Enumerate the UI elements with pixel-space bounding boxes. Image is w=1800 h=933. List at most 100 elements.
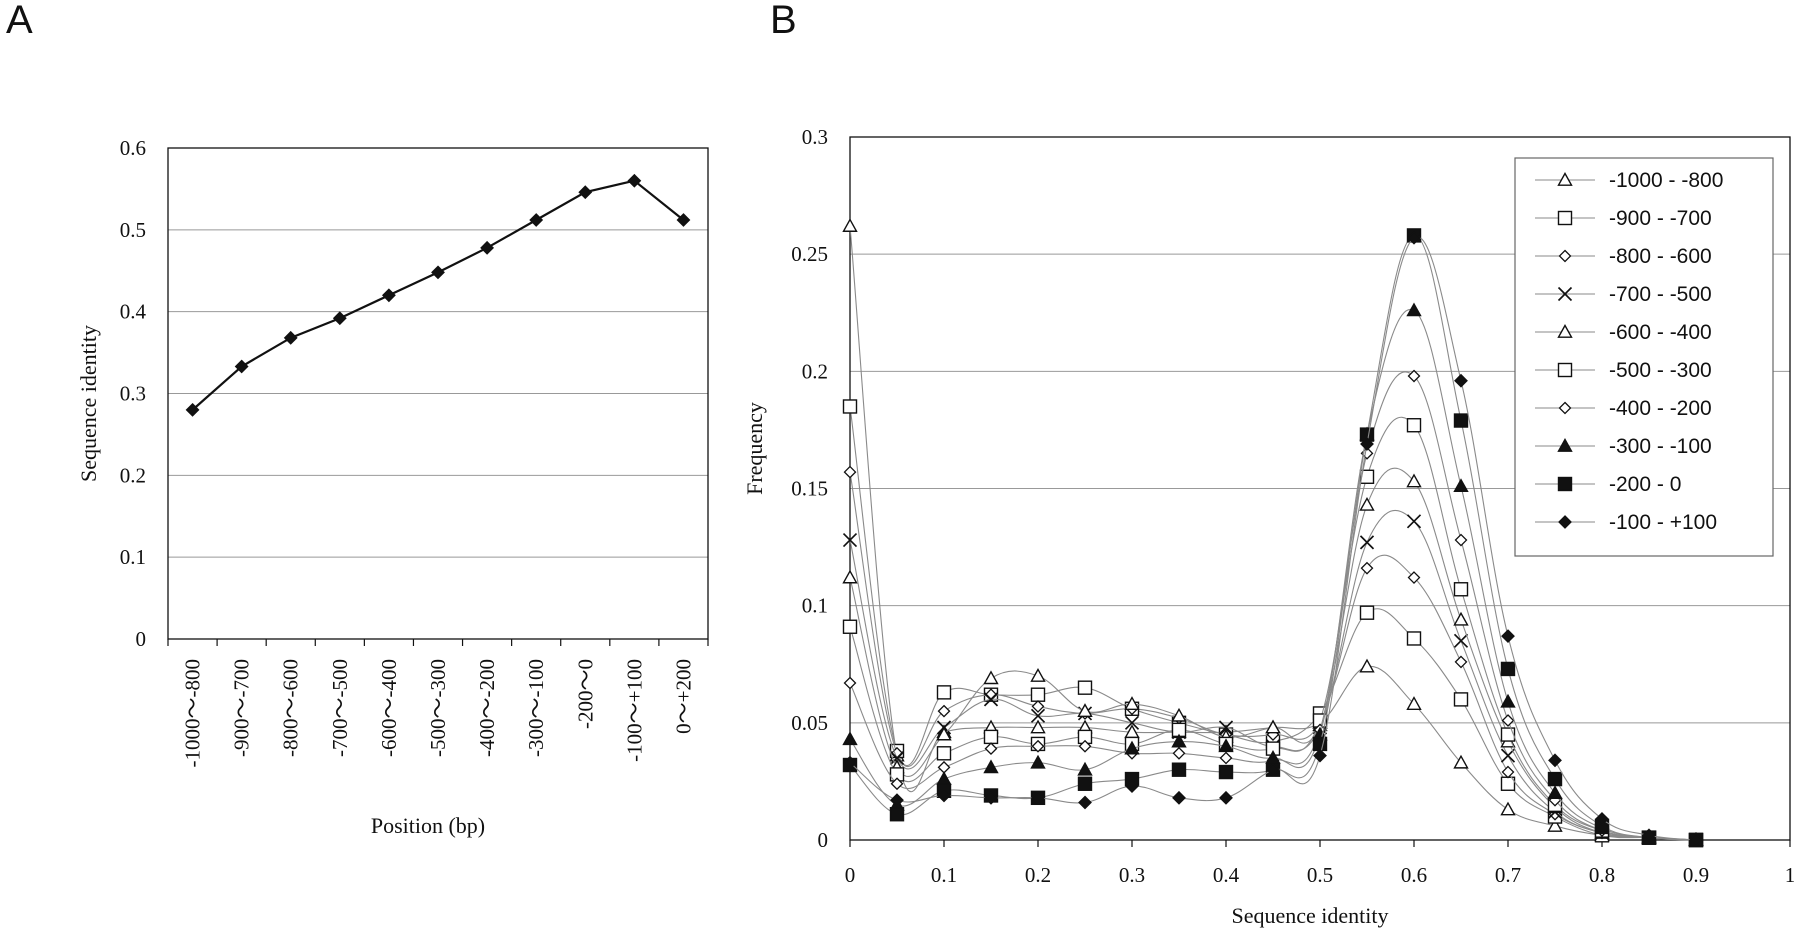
legend-marker	[1557, 286, 1573, 302]
y-tick-label: 0.2	[802, 359, 828, 383]
data-point	[332, 311, 347, 326]
data-point	[1454, 655, 1468, 669]
x-tick-label: -300～-100	[524, 659, 548, 757]
data-point	[843, 755, 857, 770]
data-point	[983, 692, 999, 707]
data-point	[1124, 715, 1140, 730]
data-point	[1359, 535, 1375, 550]
legend-label: -400 - -200	[1609, 397, 1712, 420]
data-point	[937, 788, 951, 803]
data-point	[1407, 230, 1421, 245]
panel-a-letter: A	[6, 0, 33, 42]
data-point	[1407, 571, 1421, 584]
data-point	[185, 402, 200, 417]
data-point	[1500, 693, 1516, 708]
data-point	[842, 569, 858, 584]
series-line	[849, 308, 1697, 841]
data-point	[1077, 776, 1093, 791]
series-line	[849, 234, 1697, 841]
data-point	[1031, 790, 1045, 805]
data-point	[1406, 302, 1422, 317]
data-point	[1407, 369, 1421, 383]
data-point	[1548, 753, 1562, 768]
x-tick-label: -100～+100	[622, 659, 646, 762]
legend-marker	[1558, 515, 1572, 529]
y-tick-label: 0.05	[791, 711, 828, 735]
data-point	[1406, 473, 1422, 488]
data-point	[937, 704, 951, 718]
data-point	[1359, 658, 1375, 673]
data-point	[676, 213, 691, 227]
data-point	[890, 777, 904, 791]
data-point	[1077, 703, 1093, 718]
legend-marker	[1558, 401, 1572, 415]
y-tick-label: 0.1	[120, 545, 146, 569]
legend-marker	[1557, 476, 1573, 492]
x-tick-label: -700～-500	[328, 659, 352, 757]
data-point	[1501, 714, 1515, 727]
data-point	[1453, 611, 1469, 626]
data-point	[890, 793, 904, 808]
data-point	[1453, 582, 1469, 597]
data-point	[984, 790, 998, 805]
data-point	[1406, 631, 1422, 646]
data-point	[1501, 629, 1515, 644]
x-tick-label: 0	[845, 863, 856, 887]
data-point	[1360, 561, 1374, 575]
legend-label: -600 - -400	[1609, 321, 1712, 344]
data-point	[843, 676, 857, 690]
data-point	[1501, 765, 1515, 779]
data-point	[1171, 733, 1187, 748]
data-point	[1642, 828, 1656, 843]
data-point	[1454, 533, 1468, 547]
data-point	[936, 746, 952, 761]
x-tick-label: -400～-200	[475, 659, 499, 757]
data-point	[1359, 496, 1375, 511]
data-point	[936, 726, 952, 741]
legend-label: -800 - -600	[1609, 245, 1712, 268]
data-point	[889, 807, 905, 822]
x-tick-label: 0～+200	[671, 659, 695, 734]
x-axis-title: Position (bp)	[371, 813, 485, 838]
data-point	[1453, 478, 1469, 493]
data-point	[234, 359, 249, 374]
legend-label: -700 - -500	[1609, 283, 1712, 306]
legend-label: -500 - -300	[1609, 359, 1712, 382]
x-tick-label: -900～-700	[230, 659, 254, 757]
legend-label: -200 - 0	[1609, 473, 1681, 496]
series-line	[849, 406, 1697, 841]
x-tick-label: 0.7	[1495, 863, 1521, 887]
data-point	[381, 288, 396, 303]
data-point	[1125, 779, 1139, 794]
panel-b-letter: B	[770, 0, 797, 42]
data-point	[842, 532, 858, 548]
data-point	[1265, 719, 1281, 734]
x-tick-label: 0.6	[1401, 863, 1427, 887]
data-point	[283, 330, 298, 345]
data-point	[1030, 708, 1046, 723]
x-tick-label: 0.9	[1683, 863, 1709, 887]
data-point	[842, 218, 858, 232]
data-point	[1077, 761, 1093, 776]
data-point	[480, 240, 495, 255]
legend-marker	[1558, 249, 1572, 263]
legend-marker	[1557, 324, 1573, 338]
data-point	[1453, 754, 1469, 769]
x-tick-label: -200～0	[573, 659, 597, 729]
data-point	[1030, 754, 1046, 769]
x-tick-label: 0.8	[1589, 863, 1615, 887]
data-point	[1171, 762, 1187, 777]
x-tick-label: -500～-300	[426, 659, 450, 757]
data-point	[1313, 748, 1327, 763]
data-point	[1406, 514, 1422, 529]
x-tick-label: -1000～-800	[181, 659, 205, 768]
legend-label: -300 - -100	[1609, 435, 1712, 458]
data-point	[1078, 739, 1092, 753]
x-tick-label: 0.4	[1213, 863, 1240, 887]
data-point	[1218, 764, 1234, 780]
legend-label: -1000 - -800	[1609, 169, 1723, 192]
x-axis-title: Sequence identity	[1231, 903, 1388, 928]
chart-a: 0 0.1 0.2 0.3 0.4 0.5 0.6 -1000～-800 -900～-700 -8…	[76, 136, 709, 838]
y-axis-title: Sequence identity	[76, 325, 101, 482]
data-point	[889, 750, 905, 766]
